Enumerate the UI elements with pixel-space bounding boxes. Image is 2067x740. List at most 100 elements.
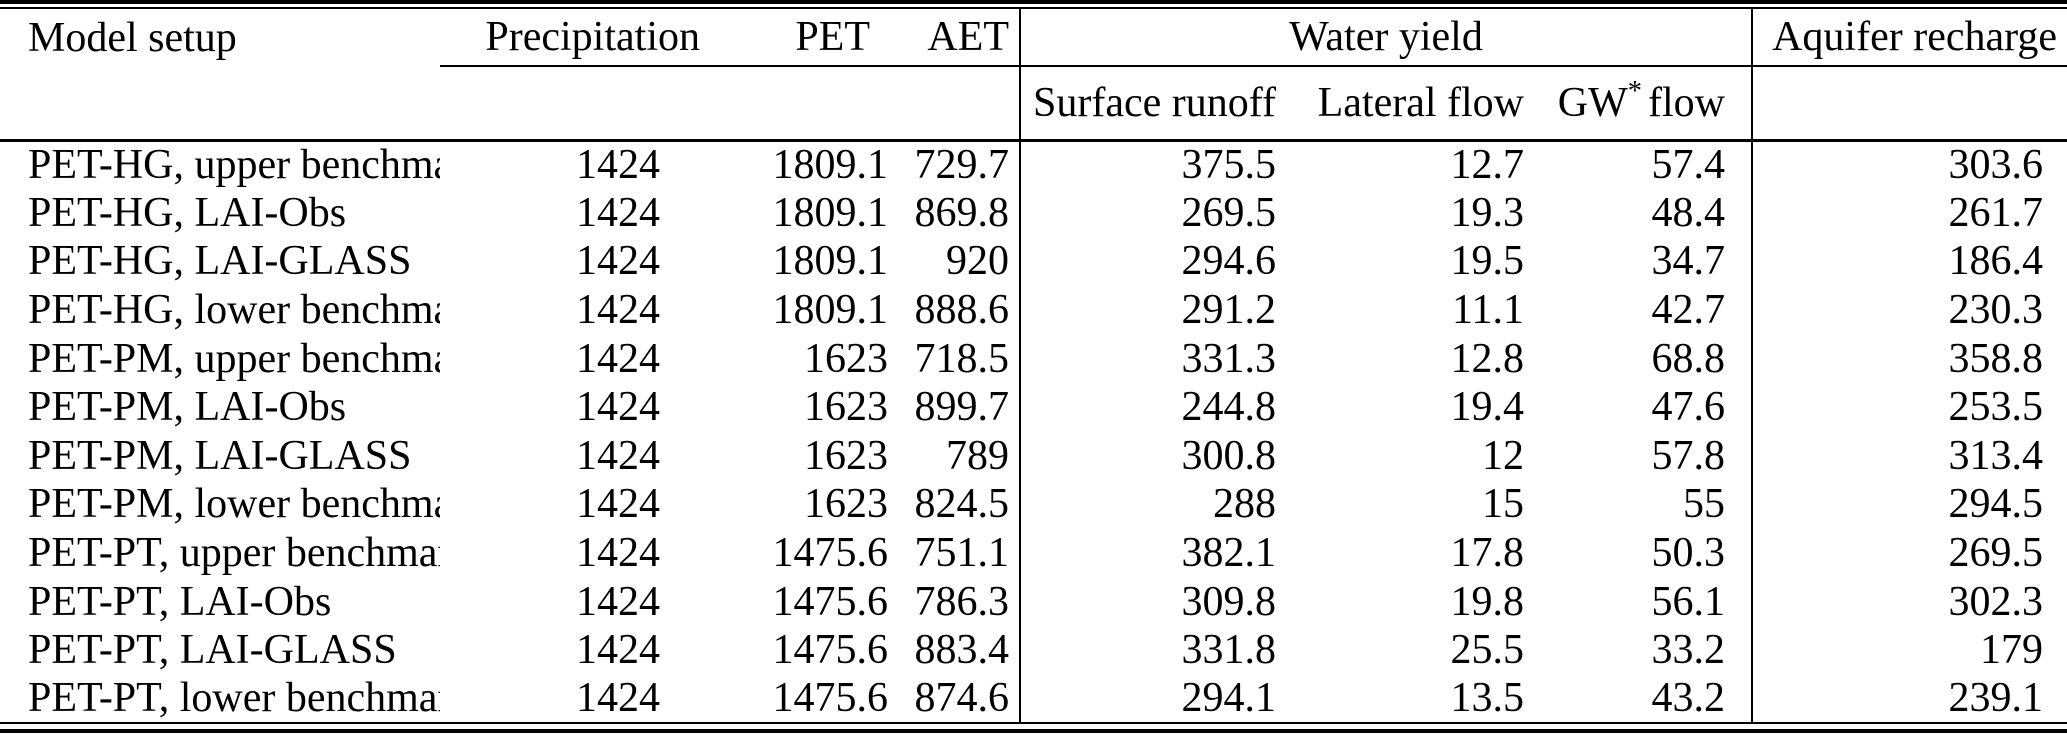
pet-cell: 1809.1 <box>772 238 889 285</box>
precipitation-cell: 1424 <box>576 627 660 674</box>
gw-flow-cell: 47.6 <box>1651 384 1726 431</box>
precipitation-cell: 1424 <box>576 335 660 382</box>
aet-cell: 888.6 <box>914 287 1010 334</box>
aet-cell: 729.7 <box>914 142 1010 189</box>
surface-runoff-cell: 291.2 <box>1019 285 1278 335</box>
gw-flow-cell: 55 <box>1683 481 1725 528</box>
precipitation-cell: 1424 <box>576 578 660 625</box>
precipitation-cell: 1424 <box>576 238 660 285</box>
gw-flow-cell: 42.7 <box>1651 287 1726 334</box>
precipitation-cell: 1424 <box>576 287 660 334</box>
col-group-header-water-yield: Water yield <box>1019 8 1752 67</box>
lateral-flow-cell: 15 <box>1482 481 1524 528</box>
model-setup-cell: PET-HG, LAI-GLASS <box>28 238 412 285</box>
table-row: PET-HG, upper benchmark 1424 1809.1 729.… <box>0 140 2067 189</box>
col-header-aet: AET <box>890 8 1020 67</box>
model-setup-cell: PET-PT, upper benchmark <box>28 530 440 577</box>
model-setup-cell: PET-PT, LAI-Obs <box>28 578 332 625</box>
surface-runoff-cell: 382.1 <box>1019 528 1278 578</box>
lateral-flow-cell: 25.5 <box>1450 627 1525 674</box>
precipitation-cell: 1424 <box>576 142 660 189</box>
pet-cell: 1623 <box>804 481 888 528</box>
aet-cell: 786.3 <box>914 578 1010 625</box>
aquifer-recharge-cell: 253.5 <box>1751 382 2067 432</box>
pet-cell: 1623 <box>804 432 888 479</box>
pet-cell: 1623 <box>804 384 888 431</box>
lateral-flow-cell: 19.8 <box>1450 578 1525 625</box>
surface-runoff-cell: 244.8 <box>1019 382 1278 432</box>
table-row: PET-PT, LAI-Obs 1424 1475.6 786.3 309.8 … <box>0 577 2067 626</box>
lateral-flow-cell: 19.4 <box>1450 384 1525 431</box>
model-setup-cell: PET-PM, upper benchmark <box>28 335 440 382</box>
aquifer-recharge-cell: 294.5 <box>1751 480 2067 529</box>
precipitation-cell: 1424 <box>576 189 660 236</box>
table-header-row-1: Model setup Precipitation PET AET Water … <box>0 8 2067 67</box>
aet-cell: 874.6 <box>914 675 1010 722</box>
aquifer-recharge-cell: 239.1 <box>1751 674 2067 724</box>
table-row: PET-HG, LAI-GLASS 1424 1809.1 920 294.6 … <box>0 237 2067 286</box>
precipitation-cell: 1424 <box>576 530 660 577</box>
table-row: PET-PM, upper benchmark 1424 1623 718.5 … <box>0 334 2067 383</box>
gw-flow-cell: 48.4 <box>1651 189 1726 236</box>
aet-cell: 869.8 <box>914 189 1010 236</box>
aquifer-recharge-cell: 269.5 <box>1751 528 2067 578</box>
col-header-lateral-flow: Lateral flow <box>1278 66 1526 142</box>
header-spacer-aet <box>890 66 1020 142</box>
col-header-precipitation: Precipitation <box>440 8 700 67</box>
aet-cell: 751.1 <box>914 530 1010 577</box>
lateral-flow-cell: 12.8 <box>1450 335 1525 382</box>
gw-flow-cell: 33.2 <box>1651 627 1726 674</box>
surface-runoff-cell: 309.8 <box>1019 577 1278 626</box>
header-spacer-aquifer-recharge <box>1751 66 2067 142</box>
aet-cell: 824.5 <box>914 481 1010 528</box>
surface-runoff-cell: 294.1 <box>1019 674 1278 724</box>
aquifer-recharge-cell: 179 <box>1751 625 2067 675</box>
pet-cell: 1475.6 <box>772 578 889 625</box>
gw-flow-label-prefix: GW <box>1557 79 1628 126</box>
lateral-flow-cell: 11.1 <box>1452 287 1524 334</box>
table-row: PET-PM, lower benchmark 1424 1623 824.5 … <box>0 480 2067 529</box>
surface-runoff-cell: 331.8 <box>1019 625 1278 675</box>
table-row: PET-PM, LAI-GLASS 1424 1623 789 300.8 12… <box>0 431 2067 481</box>
surface-runoff-cell: 269.5 <box>1019 188 1278 238</box>
precipitation-cell: 1424 <box>576 675 660 722</box>
col-header-model-setup: Model setup <box>28 14 237 61</box>
header-spacer-model-setup <box>0 66 440 142</box>
model-setup-cell: PET-HG, LAI-Obs <box>28 189 347 236</box>
gw-flow-cell: 57.4 <box>1651 142 1726 189</box>
pet-cell: 1809.1 <box>772 142 889 189</box>
col-header-surface-runoff: Surface runoff <box>1019 66 1278 142</box>
pet-cell: 1809.1 <box>772 189 889 236</box>
model-setup-cell: PET-PM, LAI-GLASS <box>28 432 412 479</box>
pet-cell: 1809.1 <box>772 287 889 334</box>
gw-flow-cell: 57.8 <box>1651 432 1726 479</box>
lateral-flow-cell: 17.8 <box>1450 530 1525 577</box>
surface-runoff-cell: 300.8 <box>1019 431 1278 481</box>
aquifer-recharge-cell: 186.4 <box>1751 237 2067 286</box>
precipitation-cell: 1424 <box>576 432 660 479</box>
table-header-row-2: Surface runoff Lateral flow GW* flow <box>0 66 2067 142</box>
lateral-flow-cell: 19.3 <box>1450 189 1525 236</box>
aet-cell: 718.5 <box>914 335 1010 382</box>
aquifer-recharge-cell: 303.6 <box>1751 140 2067 189</box>
model-setup-cell: PET-HG, lower benchmark <box>28 287 440 334</box>
aet-cell: 920 <box>946 238 1009 285</box>
gw-flow-label-suffix: flow <box>1648 79 1725 126</box>
precipitation-cell: 1424 <box>576 384 660 431</box>
header-spacer-precipitation <box>440 66 700 142</box>
surface-runoff-cell: 375.5 <box>1019 140 1278 189</box>
aquifer-recharge-cell: 313.4 <box>1751 431 2067 481</box>
lateral-flow-cell: 13.5 <box>1450 675 1525 722</box>
gw-flow-cell: 34.7 <box>1651 238 1726 285</box>
results-table: Model setup Precipitation PET AET Water … <box>0 7 2067 725</box>
aet-cell: 899.7 <box>914 384 1010 431</box>
table-row: PET-HG, lower benchmark 1424 1809.1 888.… <box>0 285 2067 335</box>
lateral-flow-cell: 12.7 <box>1450 142 1525 189</box>
table-body: PET-HG, upper benchmark 1424 1809.1 729.… <box>0 140 2067 724</box>
aquifer-recharge-cell: 302.3 <box>1751 577 2067 626</box>
aet-cell: 789 <box>946 432 1009 479</box>
aquifer-recharge-cell: 230.3 <box>1751 285 2067 335</box>
model-setup-cell: PET-PT, LAI-GLASS <box>28 627 397 674</box>
gw-flow-cell: 56.1 <box>1651 578 1726 625</box>
